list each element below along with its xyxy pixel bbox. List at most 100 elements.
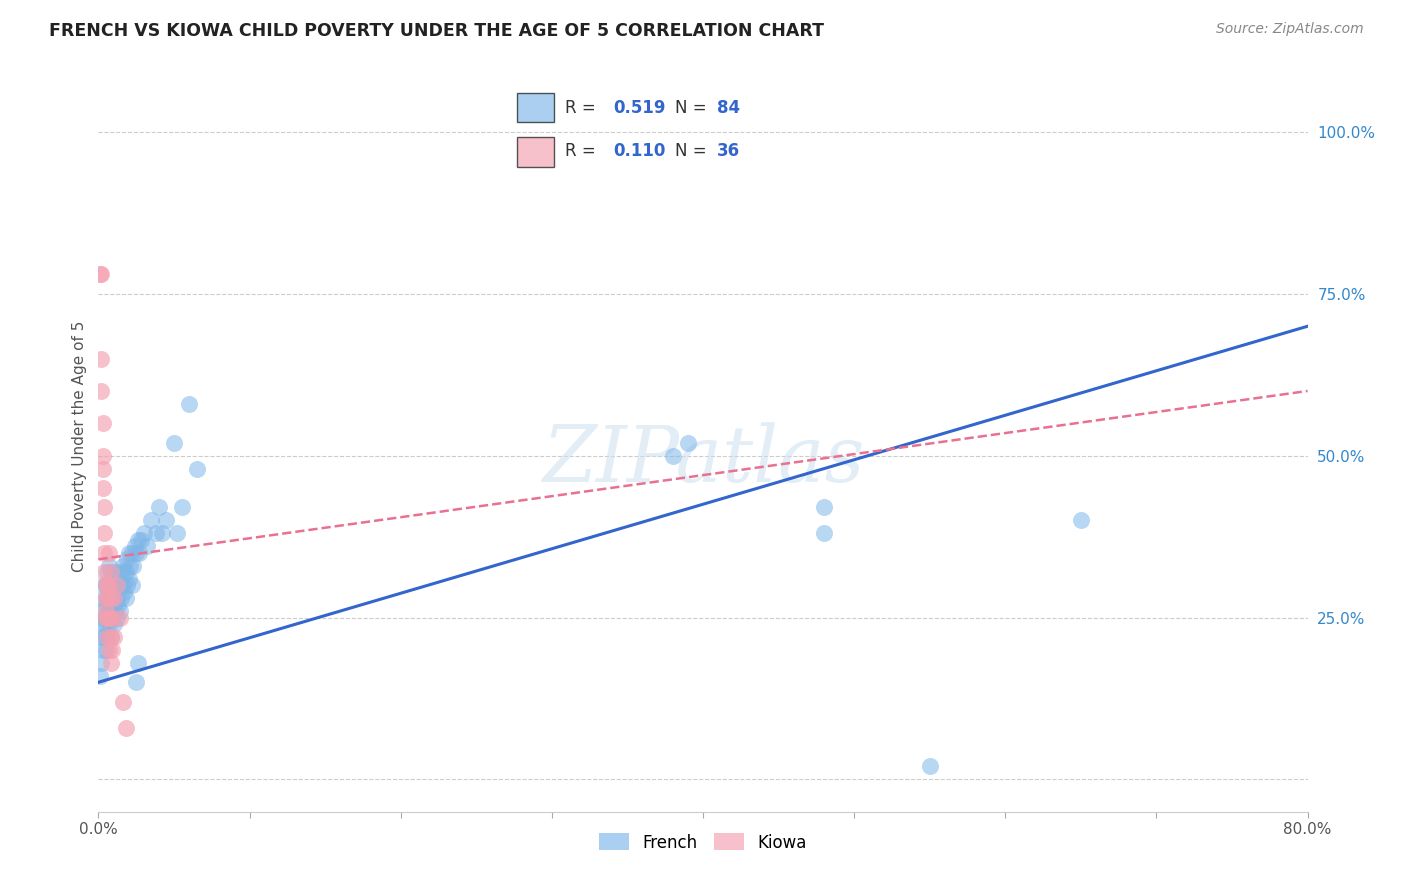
Point bbox=[150, 526, 173, 541]
Point bbox=[111, 558, 134, 573]
Point bbox=[101, 643, 124, 657]
Point bbox=[93, 546, 115, 560]
Point bbox=[186, 461, 208, 475]
Point bbox=[132, 526, 155, 541]
Point bbox=[98, 610, 121, 624]
Point bbox=[918, 759, 941, 773]
Text: FRENCH VS KIOWA CHILD POVERTY UNDER THE AGE OF 5 CORRELATION CHART: FRENCH VS KIOWA CHILD POVERTY UNDER THE … bbox=[49, 22, 824, 40]
Point bbox=[100, 630, 122, 644]
Point bbox=[114, 721, 136, 735]
Point bbox=[105, 578, 128, 592]
Text: R =: R = bbox=[565, 99, 602, 117]
Point bbox=[122, 558, 145, 573]
Point bbox=[121, 546, 143, 560]
Point bbox=[103, 630, 125, 644]
Point bbox=[91, 461, 114, 475]
Point bbox=[89, 669, 111, 683]
Point bbox=[96, 566, 118, 580]
Point bbox=[91, 481, 114, 495]
Point bbox=[676, 435, 699, 450]
Point bbox=[94, 578, 117, 592]
Point bbox=[100, 604, 122, 618]
Point bbox=[125, 675, 148, 690]
Point bbox=[98, 578, 121, 592]
Point bbox=[96, 610, 118, 624]
Point bbox=[179, 397, 201, 411]
Point bbox=[105, 566, 128, 580]
Point bbox=[145, 526, 167, 541]
Point bbox=[103, 598, 125, 612]
Point bbox=[96, 610, 118, 624]
Point bbox=[103, 591, 125, 606]
Point bbox=[91, 617, 114, 632]
Point bbox=[112, 584, 135, 599]
Point bbox=[163, 435, 186, 450]
Point bbox=[114, 591, 136, 606]
Point bbox=[118, 546, 141, 560]
Point bbox=[103, 578, 125, 592]
Point bbox=[101, 572, 124, 586]
Point bbox=[108, 604, 131, 618]
Point bbox=[129, 533, 152, 547]
Text: 84: 84 bbox=[717, 99, 740, 117]
Point bbox=[101, 610, 124, 624]
Point bbox=[91, 449, 114, 463]
Point bbox=[98, 558, 121, 573]
Text: 0.519: 0.519 bbox=[613, 99, 665, 117]
Point bbox=[148, 500, 170, 515]
FancyBboxPatch shape bbox=[517, 137, 554, 167]
Point bbox=[89, 268, 111, 282]
Point bbox=[98, 546, 121, 560]
Point bbox=[90, 268, 112, 282]
Point bbox=[94, 617, 117, 632]
Point bbox=[110, 566, 132, 580]
Point bbox=[166, 526, 188, 541]
Point bbox=[91, 643, 114, 657]
Point bbox=[98, 643, 121, 657]
Point bbox=[118, 572, 141, 586]
Point bbox=[91, 604, 114, 618]
Point bbox=[103, 617, 125, 632]
Point bbox=[661, 449, 683, 463]
Point bbox=[120, 558, 142, 573]
Point bbox=[96, 591, 118, 606]
Point bbox=[108, 610, 131, 624]
Point bbox=[100, 656, 122, 670]
Point bbox=[90, 656, 112, 670]
Text: Source: ZipAtlas.com: Source: ZipAtlas.com bbox=[1216, 22, 1364, 37]
Point bbox=[101, 610, 124, 624]
Point bbox=[170, 500, 193, 515]
Point bbox=[110, 591, 132, 606]
Point bbox=[124, 539, 146, 553]
Point bbox=[100, 584, 122, 599]
Point bbox=[107, 598, 129, 612]
Point bbox=[141, 513, 163, 527]
Point bbox=[96, 630, 118, 644]
Point bbox=[90, 384, 112, 398]
Point bbox=[100, 566, 122, 580]
Legend: French, Kiowa: French, Kiowa bbox=[592, 827, 814, 858]
Point bbox=[127, 533, 149, 547]
Text: N =: N = bbox=[675, 99, 711, 117]
Point bbox=[107, 578, 129, 592]
Point bbox=[135, 539, 157, 553]
Text: 36: 36 bbox=[717, 142, 740, 160]
Point bbox=[93, 578, 115, 592]
Point bbox=[96, 578, 118, 592]
Point bbox=[94, 604, 117, 618]
Text: N =: N = bbox=[675, 142, 711, 160]
Point bbox=[100, 566, 122, 580]
Point bbox=[100, 630, 122, 644]
Point bbox=[96, 591, 118, 606]
Point bbox=[104, 604, 127, 618]
Point bbox=[115, 578, 138, 592]
Y-axis label: Child Poverty Under the Age of 5: Child Poverty Under the Age of 5 bbox=[72, 320, 87, 572]
Point bbox=[813, 500, 835, 515]
Point bbox=[127, 656, 149, 670]
Point bbox=[94, 598, 117, 612]
Point bbox=[94, 578, 117, 592]
Point bbox=[111, 578, 134, 592]
Point bbox=[128, 546, 150, 560]
Point bbox=[93, 591, 115, 606]
Point bbox=[94, 643, 117, 657]
